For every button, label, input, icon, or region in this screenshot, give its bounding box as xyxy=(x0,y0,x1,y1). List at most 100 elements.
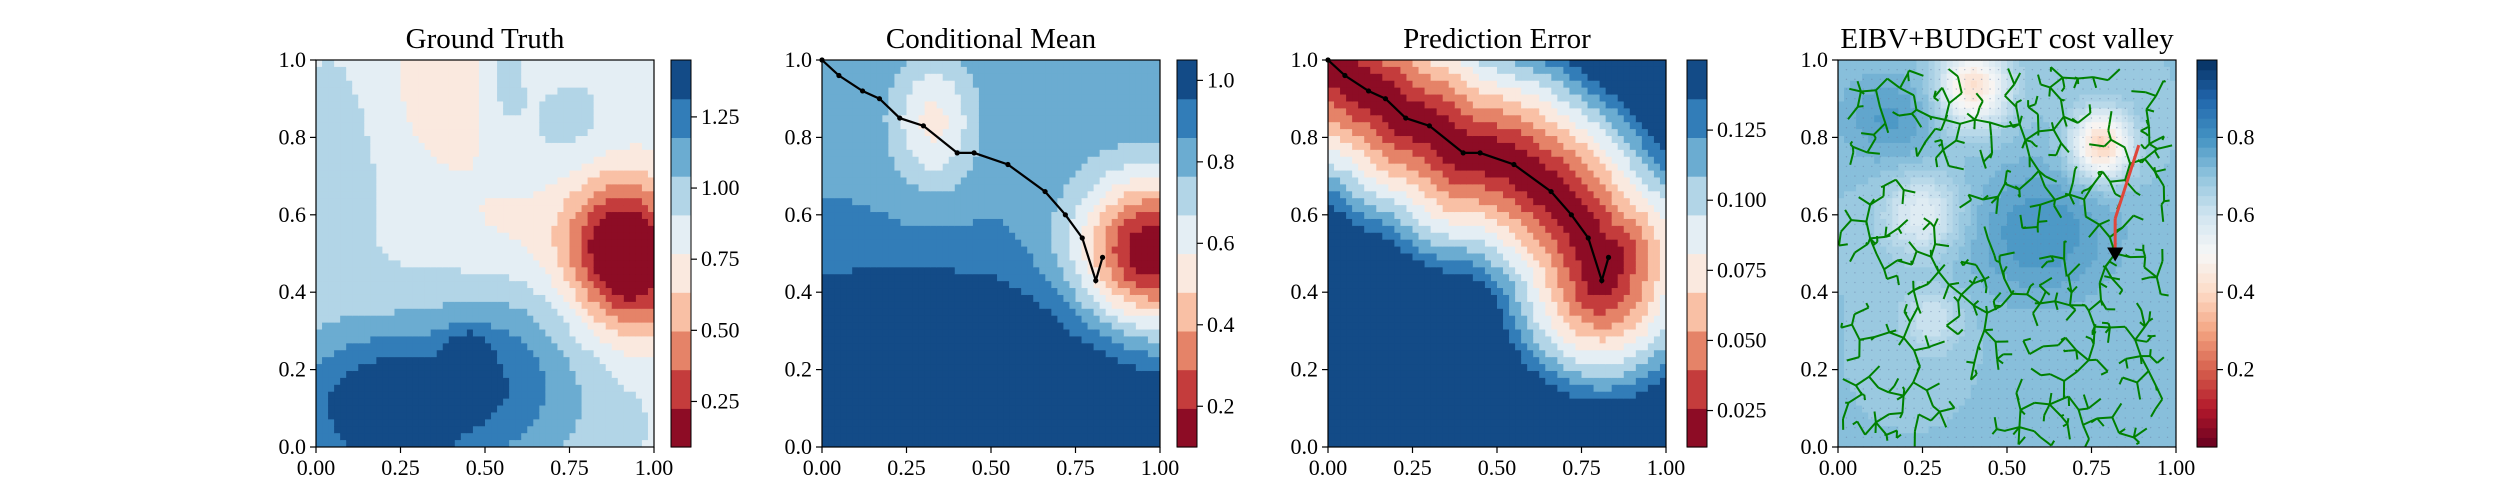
heat-cell xyxy=(948,156,956,165)
heat-cell xyxy=(472,440,480,447)
heat-cell xyxy=(412,191,420,199)
heat-cell xyxy=(563,129,571,137)
heat-cell xyxy=(328,101,335,109)
heat-cell xyxy=(569,274,577,282)
heat-cell xyxy=(906,364,914,372)
heat-cell xyxy=(641,239,649,248)
heat-cell xyxy=(629,398,637,407)
heat-cell xyxy=(551,377,559,386)
heat-cell xyxy=(834,60,841,68)
heat-cell xyxy=(840,288,847,296)
heat-cell xyxy=(846,115,853,123)
heat-cell xyxy=(485,412,492,420)
heat-cell xyxy=(900,142,908,151)
heat-cell xyxy=(533,205,540,213)
heat-cell xyxy=(840,205,847,213)
heat-cell xyxy=(1003,364,1010,372)
heat-cell xyxy=(352,343,359,351)
heat-cell xyxy=(834,239,841,248)
heat-cell xyxy=(611,357,619,365)
heat-cell xyxy=(430,184,438,192)
heat-cell xyxy=(876,198,883,206)
heat-cell xyxy=(430,308,438,317)
heat-cell xyxy=(918,191,926,199)
heat-cell xyxy=(924,142,932,151)
heat-cell xyxy=(388,315,396,324)
heat-cell xyxy=(912,60,920,68)
heat-cell xyxy=(822,398,829,407)
heat-cell xyxy=(876,308,883,317)
heat-cell xyxy=(629,108,637,116)
heat-cell xyxy=(864,163,871,172)
heat-cell xyxy=(864,322,871,331)
heat-cell xyxy=(966,142,974,151)
heat-cell xyxy=(581,336,589,344)
heat-cell xyxy=(870,260,877,268)
heat-cell xyxy=(978,87,986,96)
heat-cell xyxy=(599,122,607,130)
heat-cell xyxy=(846,364,853,372)
heat-cell xyxy=(436,73,444,82)
heat-cell xyxy=(852,343,859,351)
heat-cell xyxy=(882,350,889,358)
heat-cell xyxy=(328,94,335,103)
heat-cell xyxy=(852,274,859,282)
heat-cell xyxy=(497,364,504,372)
heat-cell xyxy=(906,440,914,447)
heat-cell xyxy=(322,129,329,137)
heat-cell xyxy=(906,163,914,172)
heat-cell xyxy=(376,108,383,116)
heat-cell xyxy=(894,225,902,234)
heat-cell xyxy=(882,440,889,447)
heat-cell xyxy=(822,260,829,268)
heat-cell xyxy=(364,239,371,248)
heat-cell xyxy=(322,267,329,275)
heat-cell xyxy=(924,315,932,324)
heat-cell xyxy=(1015,149,1022,158)
heat-cell xyxy=(641,398,649,407)
heat-cell xyxy=(912,142,920,151)
heat-cell xyxy=(997,377,1004,386)
heat-cell xyxy=(894,364,902,372)
heat-cell xyxy=(997,184,1004,192)
heat-cell xyxy=(599,129,607,137)
heat-cell xyxy=(972,184,980,192)
heat-cell xyxy=(551,170,559,179)
heat-cell xyxy=(930,156,938,165)
heat-cell xyxy=(527,440,534,447)
heat-cell xyxy=(478,253,486,262)
heat-cell xyxy=(906,398,914,407)
heat-cell xyxy=(942,239,950,248)
heat-cell xyxy=(587,60,595,68)
heat-cell xyxy=(587,225,595,234)
heat-cell xyxy=(997,391,1004,400)
heat-cell xyxy=(322,281,329,289)
heat-cell xyxy=(912,419,920,427)
heat-cell xyxy=(491,129,498,137)
heat-cell xyxy=(509,80,516,89)
heat-cell xyxy=(635,336,643,344)
heat-cell xyxy=(358,357,365,365)
heat-cell xyxy=(515,260,522,268)
heat-cell xyxy=(587,350,595,358)
heat-cell xyxy=(527,253,534,262)
heat-cell xyxy=(388,391,396,400)
heat-cell xyxy=(954,370,962,379)
heat-cell xyxy=(478,294,486,303)
heat-cell xyxy=(822,370,829,379)
heat-cell xyxy=(864,115,871,123)
heat-cell xyxy=(900,156,908,165)
heat-cell xyxy=(1003,115,1010,123)
heat-cell xyxy=(454,163,462,172)
heat-cell xyxy=(1003,377,1010,386)
heat-cell xyxy=(322,294,329,303)
heat-cell xyxy=(930,60,938,68)
heat-cell xyxy=(527,184,534,192)
heat-cell xyxy=(358,426,365,434)
heat-cell xyxy=(388,101,396,109)
heat-cell xyxy=(478,184,486,192)
heat-cell xyxy=(497,294,504,303)
heat-cell xyxy=(394,350,402,358)
heat-cell xyxy=(858,419,865,427)
heat-cell xyxy=(924,232,932,241)
